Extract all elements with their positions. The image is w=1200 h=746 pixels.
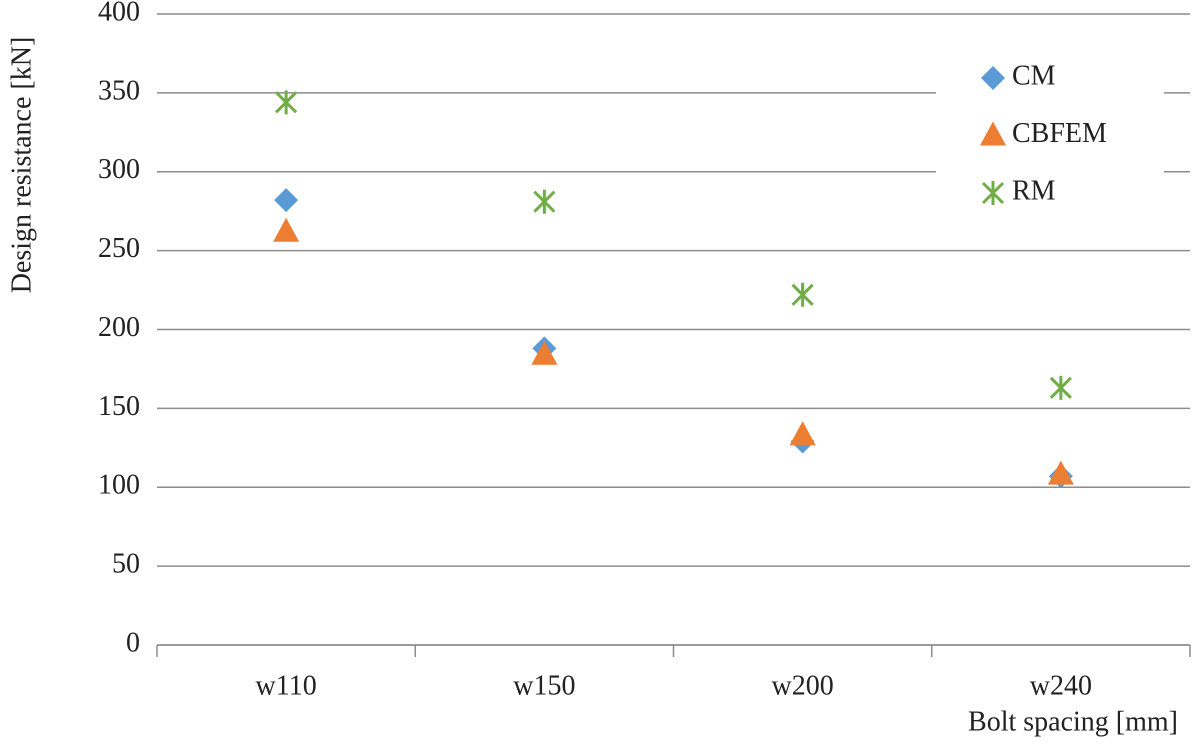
point bbox=[274, 188, 299, 213]
point bbox=[275, 90, 298, 115]
y-tick-label: 50 bbox=[112, 549, 140, 580]
x-tick-label: w200 bbox=[772, 670, 834, 701]
y-tick-label: 0 bbox=[126, 627, 140, 658]
point bbox=[533, 189, 556, 214]
y-tick-label: 200 bbox=[98, 312, 140, 343]
legend-label: CM bbox=[1012, 60, 1056, 91]
x-tick-label: w150 bbox=[513, 670, 575, 701]
legend-label: CBFEM bbox=[1012, 118, 1107, 149]
legend-box bbox=[936, 54, 1164, 216]
x-tick-label: w110 bbox=[256, 670, 317, 701]
point bbox=[1047, 460, 1074, 485]
point bbox=[789, 421, 816, 446]
y-tick-label: 350 bbox=[98, 75, 140, 106]
legend-marker bbox=[981, 66, 1005, 90]
x-tick-label: w240 bbox=[1030, 670, 1092, 701]
y-tick-label: 100 bbox=[98, 470, 140, 501]
point bbox=[1049, 375, 1072, 400]
legend-marker bbox=[981, 181, 1005, 205]
x-axis-title: Bolt spacing [mm] bbox=[968, 706, 1178, 737]
y-tick-label: 300 bbox=[98, 154, 140, 185]
y-tick-label: 400 bbox=[98, 0, 140, 27]
point bbox=[791, 282, 814, 307]
y-axis-title: Design resistance [kN] bbox=[6, 37, 37, 294]
legend-label: RM bbox=[1012, 175, 1056, 206]
point bbox=[273, 217, 300, 242]
y-tick-label: 250 bbox=[98, 233, 140, 264]
y-tick-label: 150 bbox=[98, 391, 140, 422]
point bbox=[531, 340, 558, 365]
legend-marker bbox=[980, 121, 1006, 146]
